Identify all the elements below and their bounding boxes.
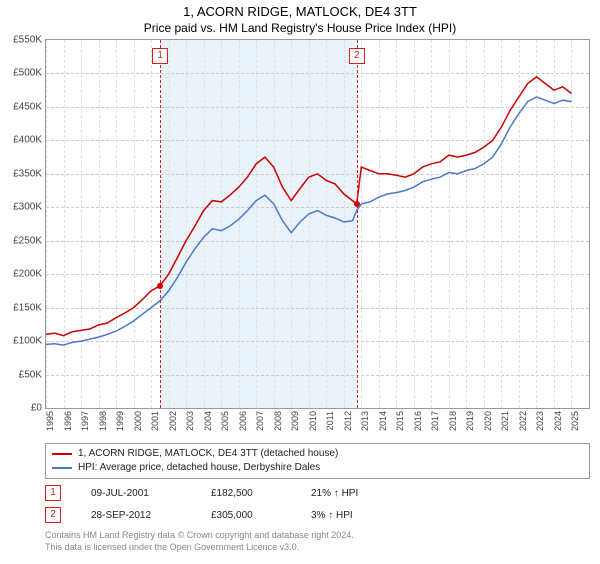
x-tick-label: 2002 xyxy=(168,411,178,431)
event-date: 09-JUL-2001 xyxy=(91,488,181,499)
y-tick-label: £300K xyxy=(13,202,46,213)
x-tick-label: 2004 xyxy=(203,411,213,431)
legend-label: HPI: Average price, detached house, Derb… xyxy=(78,461,320,475)
x-tick-label: 2000 xyxy=(133,411,143,431)
event-row-badge: 1 xyxy=(45,485,61,501)
x-tick-label: 2009 xyxy=(290,411,300,431)
footnote-line: This data is licensed under the Open Gov… xyxy=(45,541,590,553)
x-tick-label: 1996 xyxy=(63,411,73,431)
x-tick-label: 1999 xyxy=(115,411,125,431)
x-tick-label: 2025 xyxy=(570,411,580,431)
x-tick-label: 2011 xyxy=(325,411,335,430)
chart-plot-area: £0£50K£100K£150K£200K£250K£300K£350K£400… xyxy=(45,39,590,409)
x-tick-label: 1997 xyxy=(80,411,90,431)
legend-swatch xyxy=(52,467,72,469)
x-axis-labels: 1995 1996 1997 1998 1999 2000 2001 2002 2003 2004… xyxy=(45,409,590,439)
event-price: £305,000 xyxy=(211,510,281,521)
x-tick-label: 2006 xyxy=(238,411,248,431)
footnote-line: Contains HM Land Registry data © Crown c… xyxy=(45,529,590,541)
legend-label: 1, ACORN RIDGE, MATLOCK, DE4 3TT (detach… xyxy=(78,447,338,461)
x-tick-label: 2008 xyxy=(273,411,283,431)
events-table: 1 09-JUL-2001 £182,500 21% ↑ HPI 2 28-SEP-201… xyxy=(45,485,590,523)
x-tick-label: 2015 xyxy=(395,411,405,431)
y-tick-label: £100K xyxy=(13,336,46,347)
x-tick-label: 2013 xyxy=(360,411,370,431)
y-tick-label: £550K xyxy=(13,35,46,46)
event-hpi: 3% ↑ HPI xyxy=(311,510,401,521)
event-row: 1 09-JUL-2001 £182,500 21% ↑ HPI xyxy=(45,485,590,501)
y-tick-label: £50K xyxy=(19,369,46,380)
y-tick-label: £250K xyxy=(13,235,46,246)
event-hpi: 21% ↑ HPI xyxy=(311,488,401,499)
x-tick-label: 2005 xyxy=(220,411,230,431)
x-tick-label: 2016 xyxy=(413,411,423,431)
y-tick-label: £400K xyxy=(13,135,46,146)
legend-row: HPI: Average price, detached house, Derb… xyxy=(52,461,583,475)
y-tick-label: £350K xyxy=(13,168,46,179)
footnote: Contains HM Land Registry data © Crown c… xyxy=(45,529,590,553)
event-date: 28-SEP-2012 xyxy=(91,510,181,521)
event-line xyxy=(357,40,358,408)
x-tick-label: 2014 xyxy=(378,411,388,431)
series-line xyxy=(46,77,572,336)
event-badge: 1 xyxy=(152,48,168,64)
y-tick-label: £0 xyxy=(31,403,46,414)
x-tick-label: 1998 xyxy=(98,411,108,431)
y-tick-label: £500K xyxy=(13,68,46,79)
series-line xyxy=(46,97,572,345)
x-tick-label: 2007 xyxy=(255,411,265,431)
x-tick-label: 2017 xyxy=(430,411,440,431)
event-line xyxy=(160,40,161,408)
legend: 1, ACORN RIDGE, MATLOCK, DE4 3TT (detach… xyxy=(45,443,590,479)
legend-row: 1, ACORN RIDGE, MATLOCK, DE4 3TT (detach… xyxy=(52,447,583,461)
legend-swatch xyxy=(52,453,72,455)
event-badge: 2 xyxy=(349,48,365,64)
x-tick-label: 2010 xyxy=(308,411,318,431)
x-tick-label: 2021 xyxy=(500,411,510,431)
x-tick-label: 2024 xyxy=(553,411,563,431)
event-row: 2 28-SEP-2012 £305,000 3% ↑ HPI xyxy=(45,507,590,523)
chart-title: 1, ACORN RIDGE, MATLOCK, DE4 3TT xyxy=(0,4,600,19)
y-tick-label: £200K xyxy=(13,269,46,280)
chart-subtitle: Price paid vs. HM Land Registry's House … xyxy=(0,21,600,35)
x-tick-label: 2019 xyxy=(465,411,475,431)
event-price: £182,500 xyxy=(211,488,281,499)
sale-marker xyxy=(157,283,163,289)
x-tick-label: 1995 xyxy=(45,411,55,431)
x-tick-label: 2022 xyxy=(518,411,528,431)
x-tick-label: 2003 xyxy=(185,411,195,431)
event-row-badge: 2 xyxy=(45,507,61,523)
sale-marker xyxy=(354,201,360,207)
y-tick-label: £450K xyxy=(13,101,46,112)
x-tick-label: 2020 xyxy=(483,411,493,431)
y-tick-label: £150K xyxy=(13,302,46,313)
x-tick-label: 2018 xyxy=(448,411,458,431)
x-tick-label: 2012 xyxy=(343,411,353,431)
x-tick-label: 2023 xyxy=(535,411,545,431)
x-tick-label: 2001 xyxy=(150,411,160,431)
